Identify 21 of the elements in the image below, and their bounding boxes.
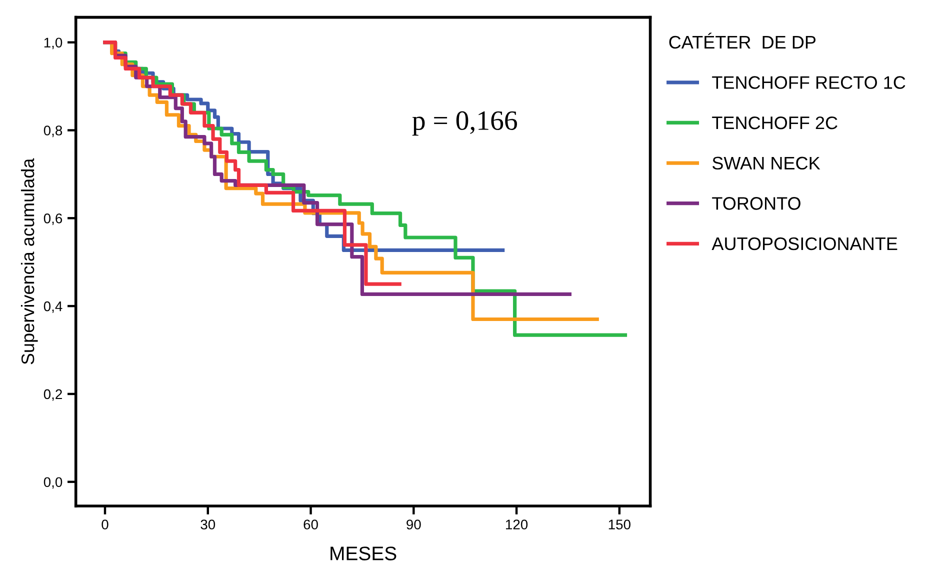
y-tick-label: 1,0 [44, 38, 62, 50]
legend-label: TORONTO [712, 197, 800, 210]
y-tick-label: 0,4 [44, 301, 62, 313]
legend-title: CATÉTER DE DP [669, 32, 816, 49]
y-tick-label: 0,2 [44, 389, 62, 401]
x-tick-label: 120 [506, 520, 528, 530]
legend-label: TENCHOFF 2C [712, 116, 838, 130]
x-tick-label: 30 [200, 520, 216, 530]
x-tick-label: 60 [304, 520, 318, 530]
annotation: p = 0,166 [412, 111, 518, 136]
y-tick-label: 0,8 [44, 126, 62, 138]
x-tick-label: 150 [608, 520, 630, 530]
y-tick-label: 0,0 [44, 477, 62, 489]
legend-label: AUTOPOSICIONANTE [712, 237, 898, 250]
legend-label: TENCHOFF RECTO 1C [712, 76, 906, 89]
y-tick-label: 0,6 [44, 213, 62, 225]
y-axis-title: Supervivencia acumulada [20, 158, 38, 364]
x-tick-label: 0 [102, 520, 108, 530]
x-axis-title: MESES [330, 546, 396, 560]
legend-label: SWAN NECK [712, 156, 820, 170]
x-tick-label: 90 [406, 520, 421, 530]
